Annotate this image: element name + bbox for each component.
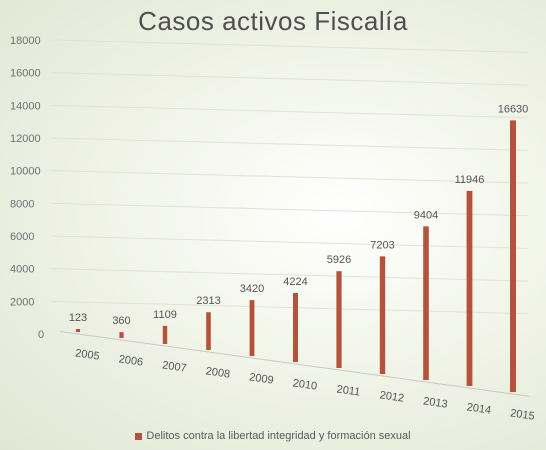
gridline	[51, 268, 529, 282]
y-tick-label: 0	[38, 329, 44, 341]
x-tick-label-2010: 2010	[292, 377, 318, 392]
data-label-2007: 1109	[153, 309, 177, 321]
chart-title: Casos activos Fiscalía	[138, 6, 408, 36]
bar-2007	[162, 325, 168, 344]
bar-2013	[423, 226, 429, 380]
data-label-2014: 11946	[455, 174, 485, 186]
y-tick-label: 6000	[10, 231, 34, 243]
x-tick-label-2015: 2015	[509, 407, 535, 422]
y-tick-label: 18000	[10, 35, 41, 47]
x-tick-label-2009: 2009	[248, 371, 274, 386]
legend-swatch	[135, 432, 143, 440]
gridline	[51, 235, 529, 249]
gridline	[51, 39, 529, 53]
gridline	[51, 300, 529, 315]
y-tick-label: 4000	[10, 264, 34, 276]
data-label-2008: 2313	[196, 295, 220, 307]
bar-2005	[76, 329, 80, 332]
bar-2011	[336, 271, 342, 368]
x-tick-label-2008: 2008	[205, 365, 231, 380]
bar-2010	[293, 293, 298, 362]
gridline	[51, 104, 529, 119]
x-tick-label-2012: 2012	[379, 389, 405, 404]
x-tick-label-2005: 2005	[74, 347, 100, 362]
data-labels: 123 360 1109 2313 3420 4224 5926 7203 9404 11946 1…	[69, 103, 528, 327]
legend: Delitos contra la libertad integridad y …	[0, 430, 546, 442]
data-label-2009: 3420	[240, 283, 264, 295]
gridline	[51, 202, 529, 217]
gridlines	[51, 39, 529, 315]
x-axis-line	[59, 331, 531, 397]
data-label-2011: 5926	[327, 254, 351, 266]
y-tick-label: 10000	[10, 166, 41, 178]
bars	[76, 120, 516, 393]
data-label-2012: 7203	[370, 239, 394, 251]
gridline	[51, 170, 529, 184]
y-tick-label: 2000	[10, 296, 34, 308]
x-tick-label-2007: 2007	[161, 359, 187, 374]
y-tick-label: 8000	[10, 198, 34, 210]
data-label-2013: 9404	[414, 209, 438, 221]
bar-2008	[206, 312, 211, 350]
bar-2006	[119, 332, 124, 338]
gridline	[51, 72, 529, 86]
y-tick-label: 14000	[10, 100, 41, 112]
bar-2009	[249, 300, 255, 356]
data-label-2006: 360	[112, 315, 130, 327]
bar-2012	[379, 256, 386, 374]
y-tick-label: 12000	[10, 133, 41, 145]
bar-2014	[466, 190, 473, 386]
x-tick-label-2011: 2011	[336, 383, 361, 398]
gridline	[51, 137, 529, 151]
bar-2015	[510, 120, 516, 393]
x-tick-label-2006: 2006	[118, 353, 144, 368]
y-tick-label: 16000	[10, 68, 41, 80]
y-axis-ticks: 0 2000 4000 6000 8000 10000 12000 14000 16000 180…	[10, 35, 44, 341]
legend-label: Delitos contra la libertad integridad y …	[146, 430, 411, 442]
x-axis-ticks: 2005 2006 2007 2008 2009 2010 2011 2012 2013 2014…	[74, 347, 535, 422]
data-label-2010: 4224	[283, 276, 307, 288]
data-label-2015: 16630	[498, 103, 529, 115]
data-label-2005: 123	[69, 312, 87, 324]
x-tick-label-2014: 2014	[466, 401, 492, 416]
x-tick-label-2013: 2013	[422, 395, 448, 410]
